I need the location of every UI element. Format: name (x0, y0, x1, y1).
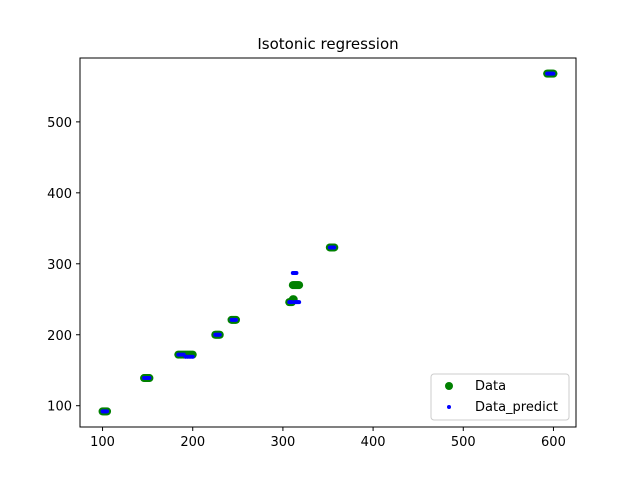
y-axis: 100 200 300 400 500 (47, 116, 80, 415)
legend-label-data: Data (475, 379, 506, 394)
legend-label-data-predict: Data_predict (475, 400, 558, 415)
predict-point-54 (332, 245, 337, 250)
x-tick-label-100: 100 (90, 435, 115, 450)
predict-point-5 (105, 409, 110, 414)
x-tick-label-600: 600 (541, 435, 566, 450)
predict-point-27 (217, 332, 222, 337)
x-tick-label-500: 500 (451, 435, 476, 450)
predict-point-33 (234, 317, 239, 322)
points-layer (98, 69, 558, 416)
x-tick-label-400: 400 (361, 435, 386, 450)
y-tick-label-200: 200 (47, 329, 72, 344)
plot-frame (79, 57, 577, 428)
legend-box (430, 373, 570, 421)
data-point-47 (295, 281, 304, 290)
legend: Data Data_predict (430, 373, 570, 421)
x-tick-label-200: 200 (180, 435, 205, 450)
y-tick-label-100: 100 (47, 400, 72, 415)
predict-point-21 (190, 354, 195, 359)
predict-point-48 (294, 271, 299, 276)
x-axis: 100 200 300 400 500 600 (90, 427, 566, 450)
predict-point-12 (147, 376, 152, 381)
y-tick-label-300: 300 (47, 258, 72, 273)
legend-marker-data-predict (447, 405, 451, 409)
predict-point-43 (297, 300, 302, 305)
y-tick-label-500: 500 (47, 116, 72, 131)
legend-marker-data (445, 382, 453, 390)
y-tick-label-400: 400 (47, 187, 72, 202)
chart-title: Isotonic regression (257, 35, 398, 53)
predict-point-62 (551, 71, 556, 76)
x-tick-label-300: 300 (270, 435, 295, 450)
